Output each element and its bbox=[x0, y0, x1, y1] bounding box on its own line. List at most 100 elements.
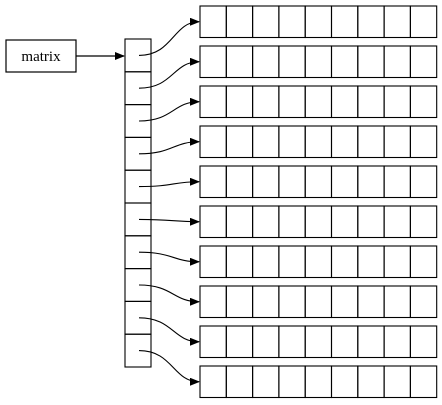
row-10-cell-1 bbox=[199, 365, 227, 399]
row-9-cell-9 bbox=[409, 325, 438, 359]
data-row-3 bbox=[199, 85, 438, 119]
row-9-cell-1 bbox=[199, 325, 227, 359]
row-7-cell-9 bbox=[409, 245, 438, 279]
row-4-cell-7 bbox=[357, 125, 385, 159]
row-7-cell-5 bbox=[304, 245, 333, 279]
row-1-cell-9 bbox=[409, 5, 438, 39]
data-row-4 bbox=[199, 125, 438, 159]
row-3-cell-1 bbox=[199, 85, 227, 119]
row-2-cell-8 bbox=[383, 45, 411, 79]
data-row-1 bbox=[199, 5, 438, 39]
row-1-cell-3 bbox=[252, 5, 280, 39]
row-5-cell-2 bbox=[225, 165, 254, 199]
row-pointer-arrow-9 bbox=[138, 317, 200, 346]
matrix-variable-node: matrix bbox=[5, 39, 77, 73]
data-row-10 bbox=[199, 365, 438, 399]
data-row-2 bbox=[199, 45, 438, 79]
row-2-cell-5 bbox=[304, 45, 333, 79]
row-pointer-arrow-10 bbox=[138, 350, 200, 386]
row-5-cell-9 bbox=[409, 165, 438, 199]
row-3-cell-6 bbox=[330, 85, 359, 119]
row-2-cell-7 bbox=[357, 45, 385, 79]
row-7-cell-4 bbox=[278, 245, 306, 279]
row-8-cell-1 bbox=[199, 285, 227, 319]
row-6-cell-9 bbox=[409, 205, 438, 239]
row-4-cell-2 bbox=[225, 125, 254, 159]
row-5-cell-1 bbox=[199, 165, 227, 199]
row-1-cell-4 bbox=[278, 5, 306, 39]
row-2-cell-3 bbox=[252, 45, 280, 79]
row-7-cell-6 bbox=[330, 245, 359, 279]
row-6-cell-6 bbox=[330, 205, 359, 239]
row-6-cell-3 bbox=[252, 205, 280, 239]
pointer-array bbox=[124, 38, 152, 368]
row-pointer-arrows bbox=[138, 17, 200, 386]
row-4-cell-3 bbox=[252, 125, 280, 159]
row-3-cell-8 bbox=[383, 85, 411, 119]
row-1-cell-7 bbox=[357, 5, 385, 39]
row-6-cell-7 bbox=[357, 205, 385, 239]
row-2-cell-4 bbox=[278, 45, 306, 79]
row-10-cell-6 bbox=[330, 365, 359, 399]
row-8-cell-8 bbox=[383, 285, 411, 319]
data-row-8 bbox=[199, 285, 438, 319]
data-row-6 bbox=[199, 205, 438, 239]
row-4-cell-6 bbox=[330, 125, 359, 159]
row-8-cell-5 bbox=[304, 285, 333, 319]
row-3-cell-2 bbox=[225, 85, 254, 119]
data-row-9 bbox=[199, 325, 438, 359]
row-10-cell-9 bbox=[409, 365, 438, 399]
row-10-cell-2 bbox=[225, 365, 254, 399]
row-10-cell-5 bbox=[304, 365, 333, 399]
row-9-cell-4 bbox=[278, 325, 306, 359]
row-4-cell-8 bbox=[383, 125, 411, 159]
row-pointer-arrow-2 bbox=[138, 57, 200, 89]
row-3-cell-7 bbox=[357, 85, 385, 119]
row-6-cell-5 bbox=[304, 205, 333, 239]
row-9-cell-3 bbox=[252, 325, 280, 359]
row-1-cell-8 bbox=[383, 5, 411, 39]
row-6-cell-1 bbox=[199, 205, 227, 239]
row-8-cell-9 bbox=[409, 285, 438, 319]
data-row-7 bbox=[199, 245, 438, 279]
data-row-5 bbox=[199, 165, 438, 199]
row-2-cell-6 bbox=[330, 45, 359, 79]
row-pointer-arrow-6 bbox=[138, 217, 200, 226]
row-7-cell-3 bbox=[252, 245, 280, 279]
row-8-cell-4 bbox=[278, 285, 306, 319]
row-4-cell-5 bbox=[304, 125, 333, 159]
row-9-cell-2 bbox=[225, 325, 254, 359]
row-pointer-arrow-4 bbox=[138, 137, 200, 155]
row-10-cell-4 bbox=[278, 365, 306, 399]
row-pointer-arrow-5 bbox=[138, 177, 200, 188]
pointer-cell-1 bbox=[124, 38, 152, 73]
row-1-cell-2 bbox=[225, 5, 254, 39]
data-rows bbox=[199, 5, 438, 399]
row-2-cell-2 bbox=[225, 45, 254, 79]
row-5-cell-6 bbox=[330, 165, 359, 199]
row-3-cell-3 bbox=[252, 85, 280, 119]
row-4-cell-4 bbox=[278, 125, 306, 159]
row-8-cell-2 bbox=[225, 285, 254, 319]
row-2-cell-1 bbox=[199, 45, 227, 79]
row-5-cell-8 bbox=[383, 165, 411, 199]
row-10-cell-3 bbox=[252, 365, 280, 399]
row-10-cell-8 bbox=[383, 365, 411, 399]
row-5-cell-3 bbox=[252, 165, 280, 199]
row-2-cell-9 bbox=[409, 45, 438, 79]
row-10-cell-7 bbox=[357, 365, 385, 399]
row-8-cell-6 bbox=[330, 285, 359, 319]
row-9-cell-8 bbox=[383, 325, 411, 359]
row-4-cell-1 bbox=[199, 125, 227, 159]
row-9-cell-7 bbox=[357, 325, 385, 359]
row-3-cell-5 bbox=[304, 85, 333, 119]
row-pointer-arrow-3 bbox=[138, 97, 200, 122]
row-4-cell-9 bbox=[409, 125, 438, 159]
row-6-cell-4 bbox=[278, 205, 306, 239]
row-5-cell-5 bbox=[304, 165, 333, 199]
matrix-variable-label: matrix bbox=[21, 49, 61, 65]
pointer-cell-10 bbox=[124, 333, 152, 368]
row-pointer-arrow-1 bbox=[138, 17, 200, 56]
row-1-cell-1 bbox=[199, 5, 227, 39]
